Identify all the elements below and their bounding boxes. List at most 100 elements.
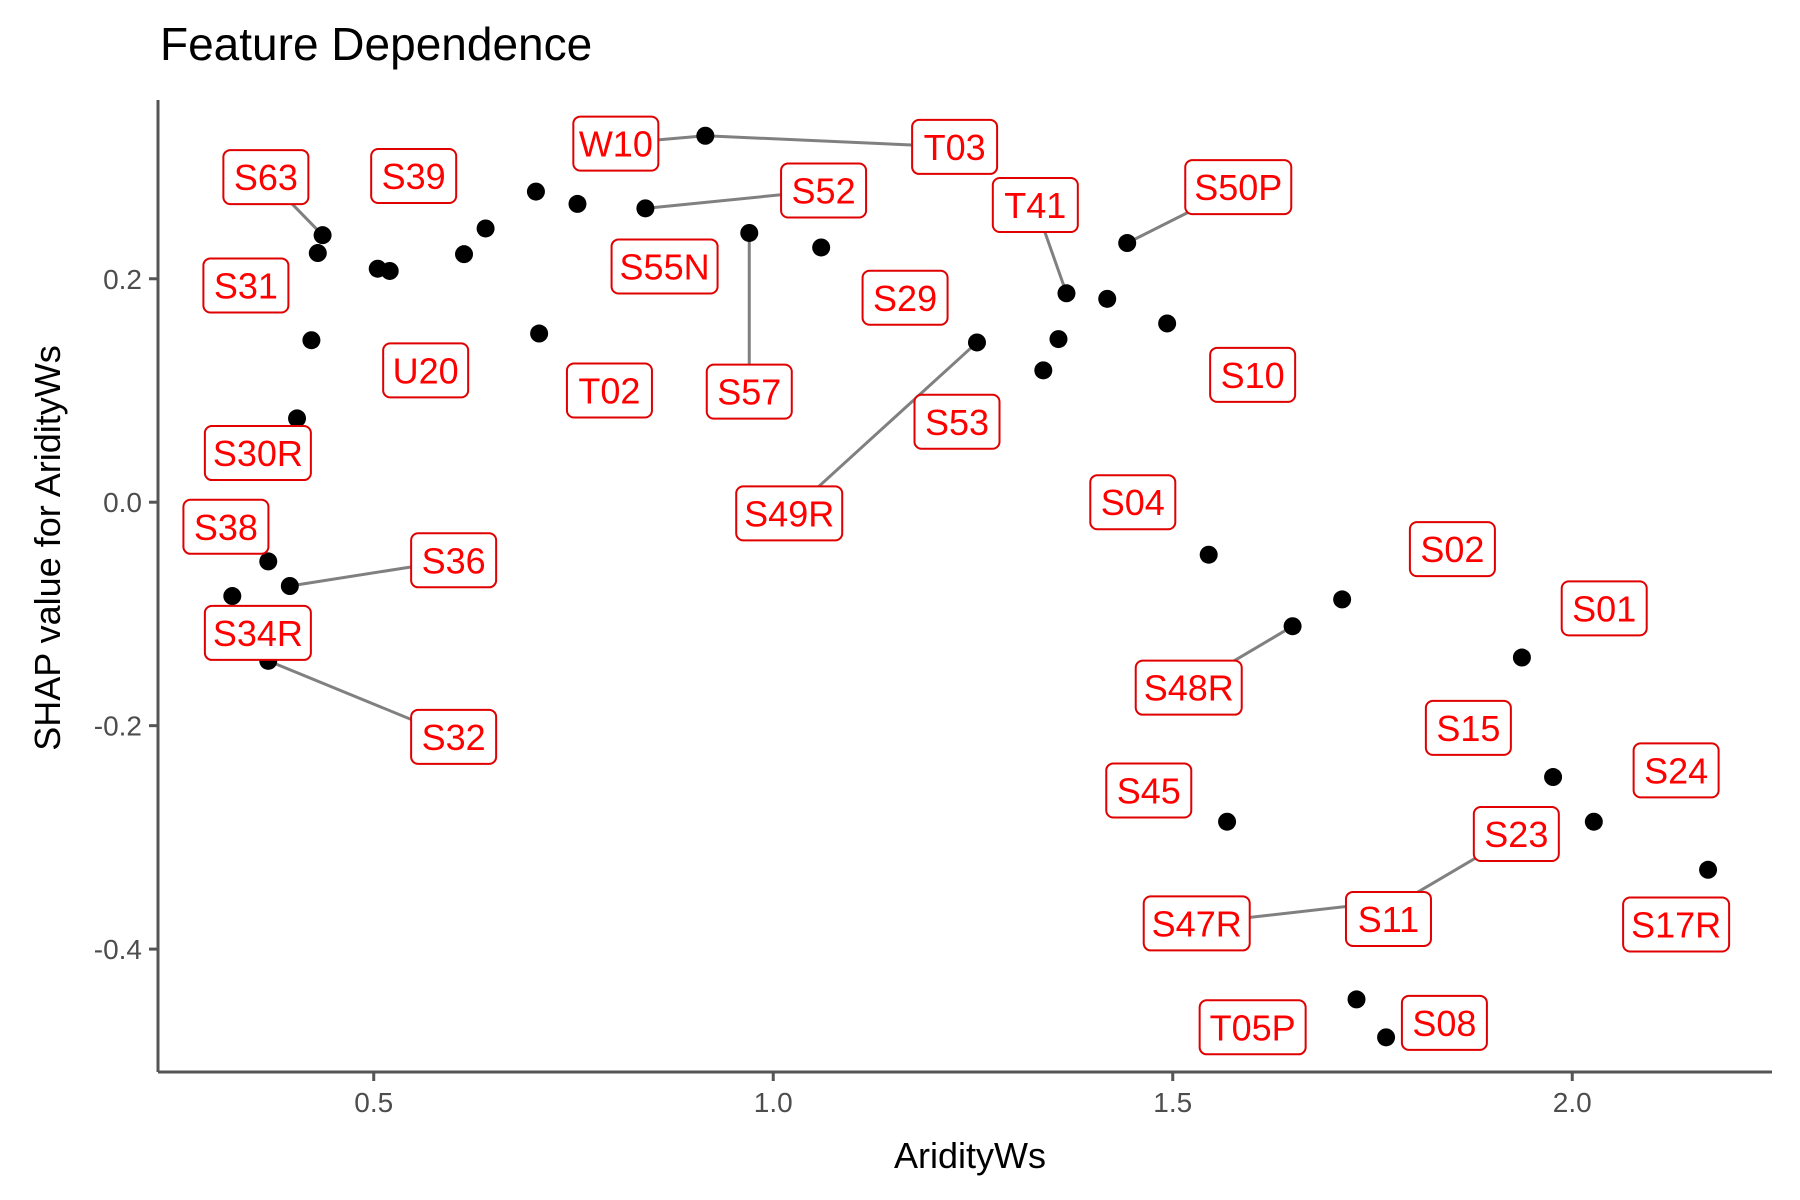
data-point (696, 126, 715, 145)
label-box-s04 (1089, 474, 1177, 531)
data-point (1118, 234, 1137, 253)
data-point (1199, 545, 1218, 564)
data-point (1098, 289, 1117, 308)
data-point (1333, 590, 1352, 609)
data-point (1158, 314, 1177, 333)
point-label-s55n: S55N (620, 246, 710, 287)
label-box-s30r (203, 425, 312, 482)
data-point (1218, 812, 1237, 831)
point-label-s04: S04 (1101, 482, 1165, 523)
label-box-t03 (911, 118, 999, 175)
label-box-s50p (1184, 159, 1293, 216)
label-box-s48r (1134, 659, 1243, 716)
label-box-s23 (1472, 806, 1560, 863)
data-point (1034, 361, 1053, 380)
label-box-s10 (1209, 346, 1297, 403)
data-point (1699, 860, 1718, 879)
point-label-s15: S15 (1436, 708, 1500, 749)
label-box-t41 (991, 177, 1079, 234)
data-point (476, 219, 495, 238)
label-box-t05p (1198, 999, 1307, 1056)
point-label-s45: S45 (1117, 770, 1181, 811)
point-label-s32: S32 (422, 717, 486, 758)
y-tick-label: 0.0 (103, 487, 142, 518)
label-box-w10 (572, 115, 660, 172)
point-label-s11: S11 (1358, 899, 1419, 940)
y-tick-label: -0.2 (94, 711, 142, 742)
y-axis-title: SHAP value for AridityWs (27, 345, 68, 750)
data-point (636, 199, 655, 218)
x-tick-label: 1.5 (1153, 1087, 1192, 1118)
label-box-s39 (370, 147, 458, 204)
point-label-s49r: S49R (744, 493, 834, 534)
label-box-u20 (382, 342, 470, 399)
label-box-s32 (410, 708, 498, 765)
data-point (455, 245, 474, 264)
data-point (259, 552, 278, 571)
point-label-u20: U20 (393, 350, 459, 391)
label-box-s15 (1424, 699, 1512, 756)
label-box-s55n (610, 238, 719, 295)
y-tick-label: 0.2 (103, 264, 142, 295)
label-box-t02 (565, 362, 653, 419)
data-point (1347, 990, 1366, 1009)
point-label-t03: T03 (924, 127, 986, 168)
data-point (1049, 330, 1068, 349)
point-label-s08: S08 (1412, 1003, 1476, 1044)
point-label-s02: S02 (1420, 529, 1484, 570)
point-label-s23: S23 (1484, 814, 1548, 855)
x-tick-label: 0.5 (354, 1087, 393, 1118)
point-label-s10: S10 (1221, 355, 1285, 396)
x-tick-label: 1.0 (754, 1087, 793, 1118)
point-label-s39: S39 (382, 156, 446, 197)
point-label-s48r: S48R (1144, 668, 1234, 709)
data-point (308, 244, 327, 263)
label-box-s29 (861, 269, 949, 326)
data-point (812, 238, 831, 257)
point-label-s34r: S34R (213, 613, 303, 654)
label-box-s47r (1142, 895, 1251, 952)
point-label-t02: T02 (578, 370, 640, 411)
x-tick-label: 2.0 (1553, 1087, 1592, 1118)
label-box-s02 (1408, 521, 1496, 578)
point-label-s50p: S50P (1194, 167, 1282, 208)
data-point (1584, 812, 1603, 831)
data-point (1057, 284, 1076, 303)
plot-area: 0.5 1.0 1.5 2.0 -0.4 -0.2 0.0 0.2 S63 S39 W10 T03 S5… (94, 100, 1772, 1118)
point-label-s38: S38 (194, 507, 258, 548)
point-label-t41: T41 (1004, 185, 1066, 226)
point-label-s53: S53 (925, 402, 989, 443)
data-point (967, 333, 986, 352)
label-box-s17r (1622, 896, 1731, 953)
data-point (302, 331, 321, 350)
point-label-s36: S36 (422, 540, 486, 581)
point-label-s17r: S17R (1631, 905, 1721, 946)
point-label-s24: S24 (1644, 750, 1708, 791)
data-point (280, 577, 299, 595)
point-label-w10: W10 (579, 124, 653, 165)
label-box-s36 (410, 532, 498, 589)
label-box-s38 (182, 498, 270, 555)
label-box-s57 (705, 363, 793, 420)
label-box-s45 (1105, 762, 1193, 819)
point-label-s57: S57 (717, 372, 781, 413)
label-box-s34r (203, 604, 312, 661)
label-box-s63 (222, 149, 310, 206)
label-box-s01 (1560, 580, 1648, 637)
data-point (223, 587, 242, 606)
data-point (1283, 617, 1302, 636)
data-point (740, 223, 759, 242)
x-axis-title: AridityWs (894, 1135, 1046, 1176)
label-box-s08 (1400, 994, 1488, 1051)
label-box-s31 (202, 257, 290, 314)
label-box-s24 (1632, 742, 1720, 799)
chart-title: Feature Dependence (160, 18, 592, 70)
label-box-s53 (913, 393, 1001, 450)
point-label-s31: S31 (214, 265, 278, 306)
point-label-s30r: S30R (213, 433, 303, 474)
point-label-s63: S63 (234, 157, 298, 198)
point-label-s29: S29 (873, 278, 937, 319)
connector-s49r (788, 341, 978, 515)
data-point (1544, 768, 1563, 787)
